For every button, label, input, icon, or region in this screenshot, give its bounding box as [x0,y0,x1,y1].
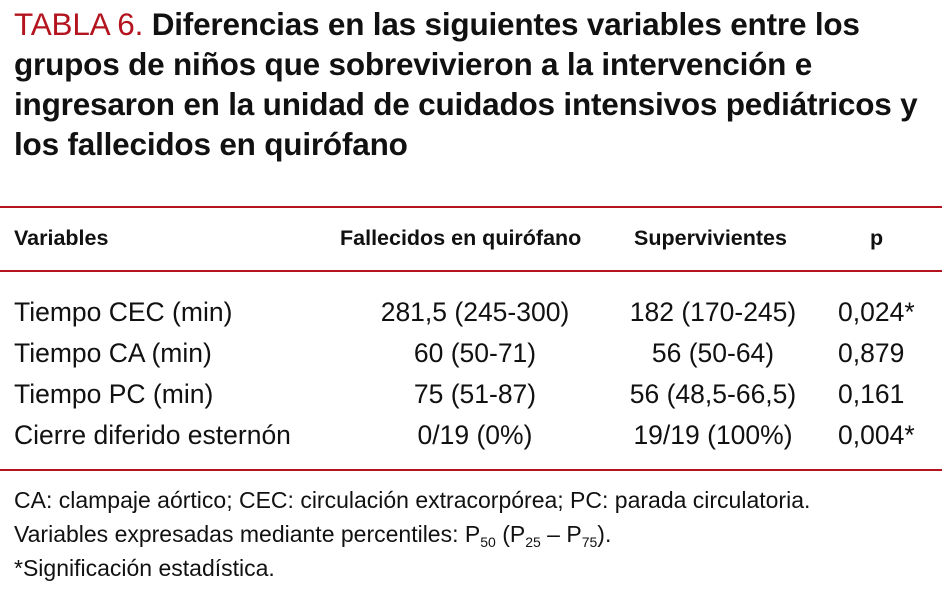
percentiles-open: (P [495,521,526,547]
row-fallecidos: 0/19 (0%) [417,420,533,450]
table-label: TABLA 6. [14,6,144,42]
row-fallecidos: 60 (50-71) [413,338,537,368]
row-p: 0,004* [838,420,915,450]
row-p: 0,161 [838,379,905,409]
row-fallecidos: 281,5 (245-300) [380,297,570,327]
row-variable: Cierre diferido esternón [14,420,291,450]
footnote-abbreviations: CA: clampaje aórtico; CEC: circulación e… [14,487,811,513]
percentiles-close: ). [597,521,612,547]
footnote-percentiles: Variables expresadas mediante percentile… [14,520,611,556]
percentiles-text: Variables expresadas mediante percentile… [14,521,481,547]
row-variable: Tiempo CA (min) [14,338,212,368]
row-p: 0,879 [838,338,905,368]
p75-subscript: 75 [581,534,598,550]
top-rule [0,206,942,208]
percentiles-dash: – P [540,521,582,547]
row-fallecidos: 75 (51-87) [413,379,537,409]
header-rule [0,270,942,272]
row-variable: Tiempo CEC (min) [14,297,233,327]
header-variables: Variables [14,226,109,250]
row-supervivientes: 19/19 (100%) [633,420,793,450]
table-title: TABLA 6. Diferencias en las siguientes v… [14,4,929,164]
header-p: p [870,226,884,250]
bottom-rule [0,469,942,471]
row-variable: Tiempo PC (min) [14,379,214,409]
header-supervivientes: Supervivientes [634,226,787,250]
header-fallecidos: Fallecidos en quirófano [340,226,582,250]
p50-subscript: 50 [480,534,496,550]
table-caption: Diferencias en las siguientes variables … [14,6,918,162]
footnote-significance: *Significación estadística. [14,555,275,581]
row-supervivientes: 56 (48,5-66,5) [629,379,797,409]
p25-subscript: 25 [525,534,541,550]
row-supervivientes: 56 (50-64) [651,338,775,368]
row-supervivientes: 182 (170-245) [629,297,797,327]
row-p: 0,024* [838,297,915,327]
